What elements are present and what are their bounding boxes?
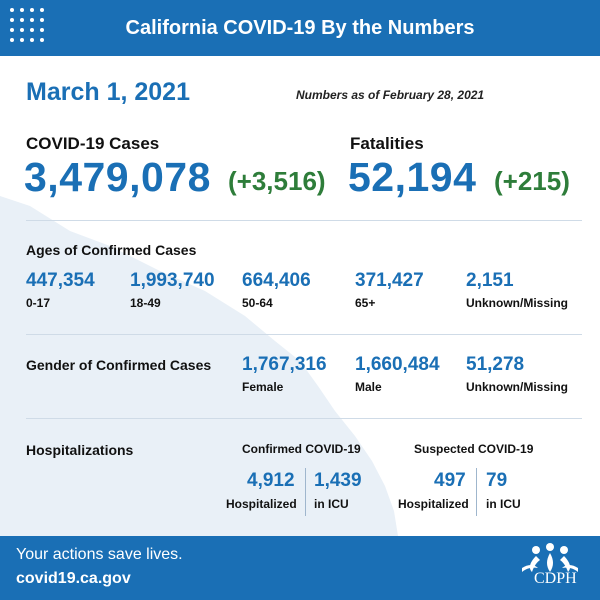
divider: [26, 220, 582, 221]
suspected-hospitalized-value: 497: [434, 470, 466, 491]
footer-link[interactable]: covid19.ca.gov: [16, 570, 131, 587]
age-group-value: 447,354: [26, 270, 95, 291]
age-group-label: 0-17: [26, 296, 51, 310]
gender-title: Gender of Confirmed Cases: [26, 357, 212, 373]
divider: [26, 418, 582, 419]
age-group-label: 50-64: [242, 296, 273, 310]
gender-value: 1,660,484: [355, 354, 440, 375]
cdph-logo-text: CDPH: [534, 570, 577, 587]
page-title: California COVID-19 By the Numbers: [125, 17, 475, 39]
age-group-value: 664,406: [242, 270, 311, 291]
main-content: March 1, 2021 Numbers as of February 28,…: [0, 56, 600, 536]
age-group-value: 2,151: [466, 270, 514, 291]
cases-change: (+3,516): [228, 166, 326, 196]
gender-label: Unknown/Missing: [466, 380, 568, 394]
footer-tagline: Your actions save lives.: [16, 546, 183, 563]
footer-bar: Your actions save lives. covid19.ca.gov …: [0, 536, 600, 600]
age-group-label: 18-49: [130, 296, 161, 310]
suspected-title: Suspected COVID-19: [414, 442, 534, 456]
gender-label: Male: [355, 380, 382, 394]
age-group-label: 65+: [355, 296, 376, 310]
divider: [26, 334, 582, 335]
report-date: March 1, 2021: [26, 78, 190, 106]
confirmed-hospitalized-value: 4,912: [247, 470, 295, 491]
gender-value: 51,278: [466, 354, 525, 375]
gender-value: 1,767,316: [242, 354, 327, 375]
divider: [305, 468, 306, 516]
suspected-icu-label: in ICU: [486, 497, 521, 511]
as-of-note: Numbers as of February 28, 2021: [296, 88, 485, 102]
fatalities-label: Fatalities: [350, 134, 424, 153]
california-map-background: [0, 196, 398, 536]
divider: [476, 468, 477, 516]
gender-label: Female: [242, 380, 284, 394]
ages-title: Ages of Confirmed Cases: [26, 242, 197, 258]
hospitalizations-title: Hospitalizations: [26, 442, 134, 458]
fatalities-total: 52,194: [348, 154, 477, 200]
header-bar: California COVID-19 By the Numbers: [0, 0, 600, 56]
cases-label: COVID-19 Cases: [26, 134, 160, 153]
age-group-value: 371,427: [355, 270, 424, 291]
age-group-label: Unknown/Missing: [466, 296, 568, 310]
suspected-hospitalized-label: Hospitalized: [398, 497, 469, 511]
dot-grid-icon: [10, 8, 44, 42]
confirmed-hospitalized-label: Hospitalized: [226, 497, 297, 511]
confirmed-icu-value: 1,439: [314, 470, 362, 491]
confirmed-title: Confirmed COVID-19: [242, 442, 361, 456]
fatalities-change: (+215): [494, 166, 570, 196]
age-group-value: 1,993,740: [130, 270, 215, 291]
suspected-icu-value: 79: [486, 470, 508, 491]
cases-total: 3,479,078: [24, 154, 211, 200]
cdph-logo-icon: [522, 543, 578, 572]
confirmed-icu-label: in ICU: [314, 497, 349, 511]
